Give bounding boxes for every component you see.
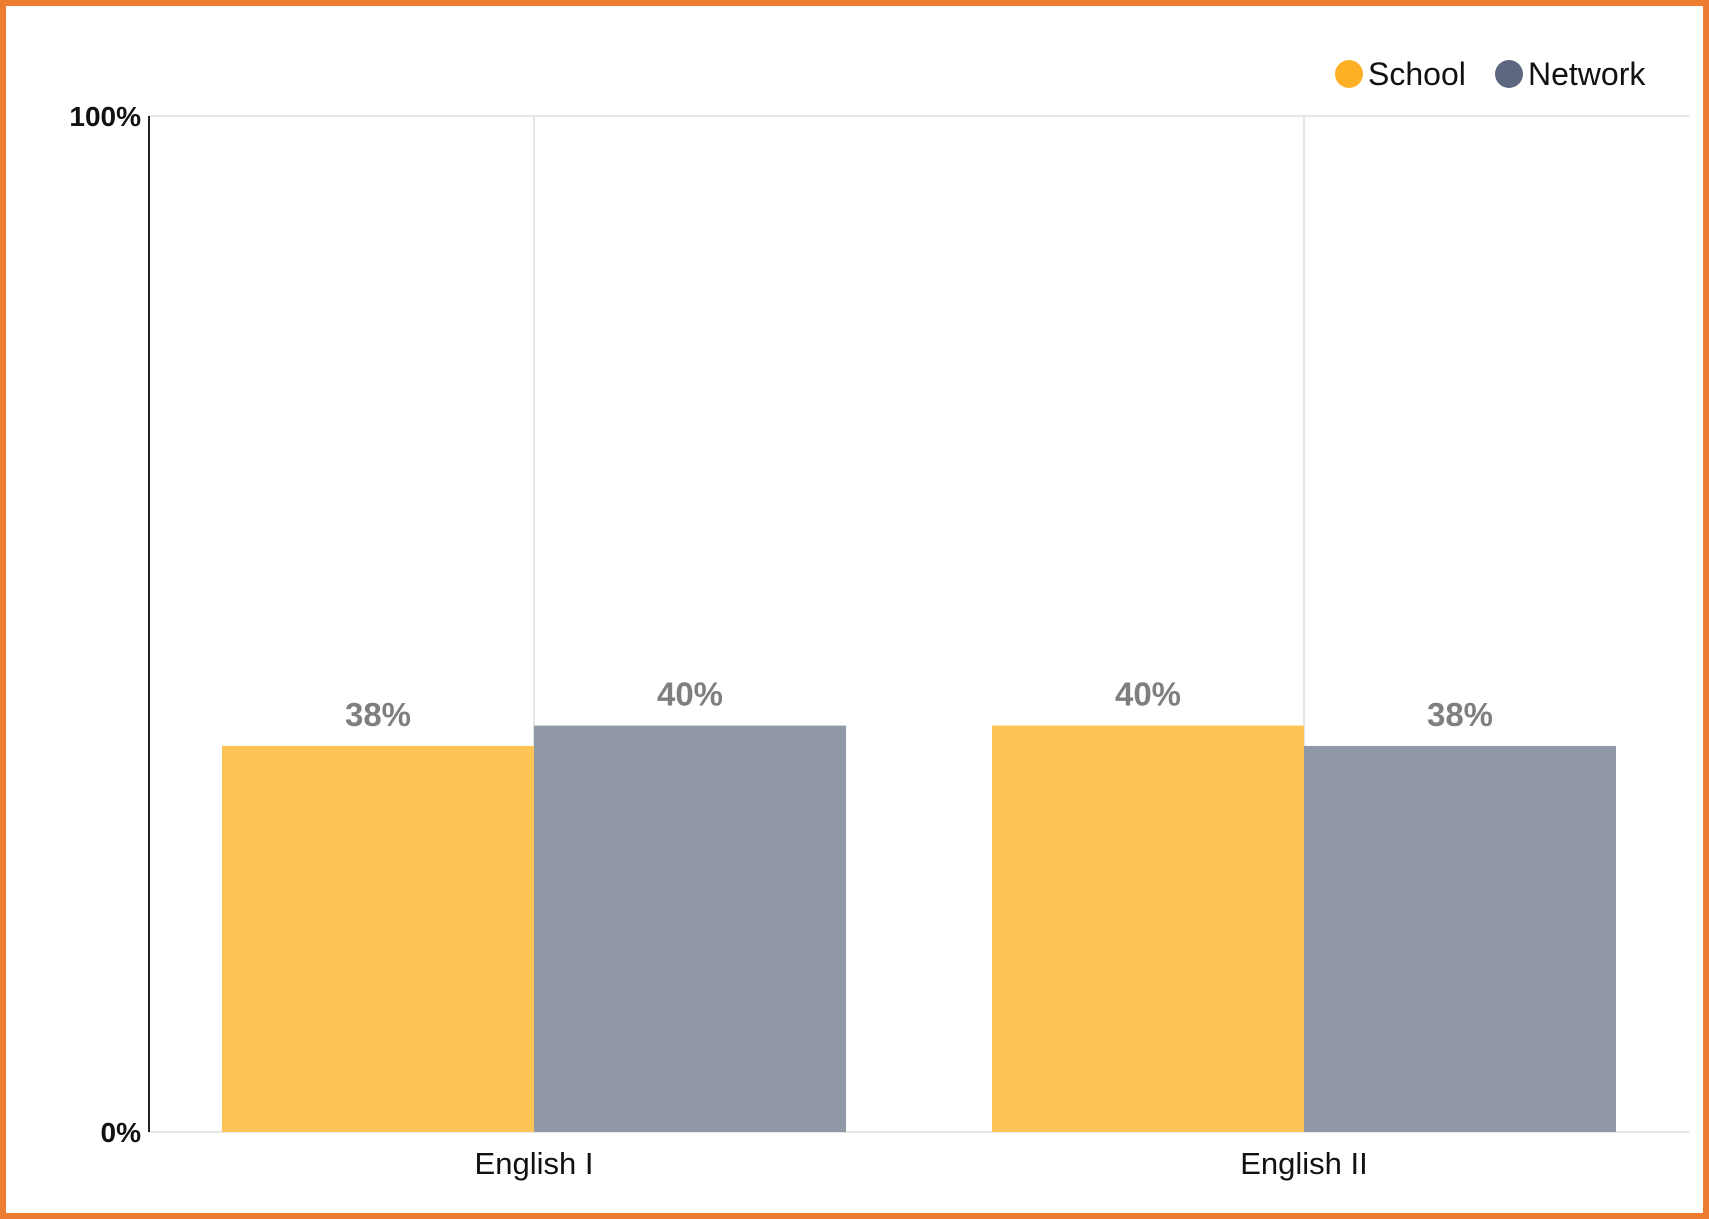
bar-school-2[interactable] xyxy=(992,725,1304,1132)
data-label-school-1: 38% xyxy=(345,696,411,733)
bars xyxy=(222,725,1616,1132)
legend-swatch-icon xyxy=(1335,60,1363,88)
legend-swatch-icon xyxy=(1495,60,1523,88)
data-label-school-2: 40% xyxy=(1115,676,1181,713)
legend-item-school[interactable]: School xyxy=(1335,56,1466,92)
bar-network-2[interactable] xyxy=(1304,745,1616,1132)
axes: 0% 100% English I English II xyxy=(69,101,1367,1181)
legend-label: Network xyxy=(1528,56,1646,92)
legend-item-network[interactable]: Network xyxy=(1495,56,1646,92)
data-label-network-2: 38% xyxy=(1427,696,1493,733)
legend-label: School xyxy=(1368,56,1466,92)
data-labels: 38% 40% 40% 38% xyxy=(345,676,1493,733)
bar-school-1[interactable] xyxy=(222,745,534,1132)
data-label-network-1: 40% xyxy=(657,676,723,713)
y-tick-label: 0% xyxy=(101,1117,142,1148)
bar-chart: 0% 100% English I English II 38% 40% 40% 38% S… xyxy=(69,56,1689,1181)
legend: School Network xyxy=(1335,56,1646,92)
x-tick-label: English I xyxy=(475,1146,594,1181)
y-tick-label: 100% xyxy=(69,101,141,132)
bar-network-1[interactable] xyxy=(534,725,846,1132)
x-tick-label: English II xyxy=(1240,1146,1368,1181)
